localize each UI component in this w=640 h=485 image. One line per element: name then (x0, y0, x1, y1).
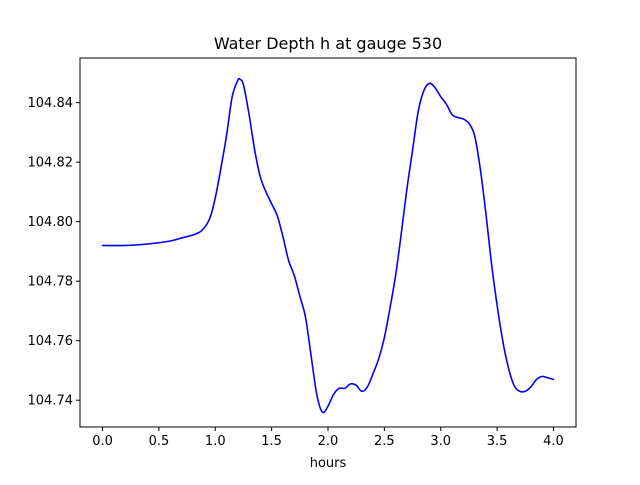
x-tick-label: 1.0 (205, 434, 226, 449)
y-axis-ticks: 104.74 104.76 104.78 104.80 104.82 104.84 (28, 96, 80, 409)
y-tick-label: 104.78 (28, 275, 74, 290)
y-tick-label: 104.76 (28, 334, 74, 349)
x-tick-label: 1.5 (261, 434, 282, 449)
series-layer (101, 77, 555, 414)
y-tick-label: 104.84 (28, 96, 74, 111)
x-axis-label: hours (310, 456, 347, 471)
series-line (101, 77, 555, 414)
x-tick-label: 0.5 (149, 434, 170, 449)
x-tick-label: 4.0 (543, 434, 564, 449)
x-tick-label: 3.0 (430, 434, 451, 449)
plot-frame (79, 57, 577, 428)
y-tick-label: 104.80 (28, 215, 74, 230)
x-tick-label: 2.5 (374, 434, 395, 449)
y-tick-label: 104.82 (28, 156, 74, 171)
x-axis-ticks: 0.0 0.5 1.0 1.5 2.0 2.5 3.0 3.5 4.0 (92, 427, 564, 449)
y-tick-label: 104.74 (28, 394, 74, 409)
x-tick-label: 0.0 (92, 434, 113, 449)
x-tick-label: 3.5 (487, 434, 508, 449)
chart-title: Water Depth h at gauge 530 (214, 34, 442, 53)
x-tick-label: 2.0 (318, 434, 339, 449)
